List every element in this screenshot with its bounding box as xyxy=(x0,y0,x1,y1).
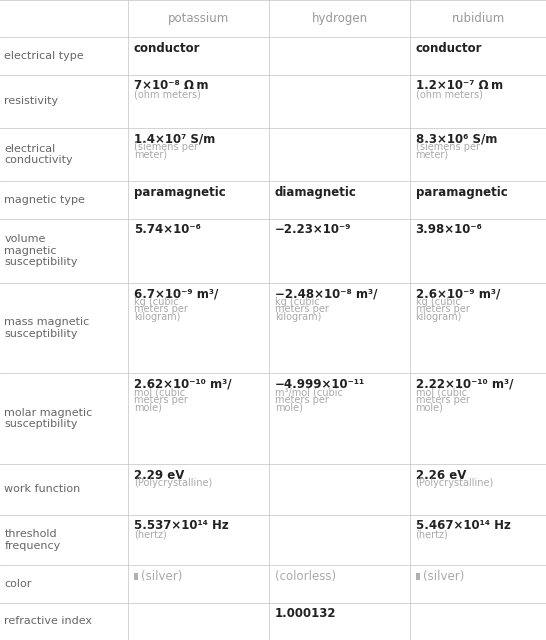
Text: 2.26 eV: 2.26 eV xyxy=(416,468,466,481)
Text: electrical type: electrical type xyxy=(4,51,84,61)
Bar xyxy=(134,573,138,580)
Text: (hertz): (hertz) xyxy=(134,529,167,539)
Text: paramagnetic: paramagnetic xyxy=(134,186,225,199)
Text: kilogram): kilogram) xyxy=(134,312,180,322)
Text: magnetic type: magnetic type xyxy=(4,195,85,205)
Text: −2.48×10⁻⁸ m³/: −2.48×10⁻⁸ m³/ xyxy=(275,287,377,300)
Text: (ohm meters): (ohm meters) xyxy=(134,89,200,99)
Text: 1.000132: 1.000132 xyxy=(275,607,336,620)
Text: 2.62×10⁻¹⁰ m³/: 2.62×10⁻¹⁰ m³/ xyxy=(134,378,232,391)
Text: mole): mole) xyxy=(416,403,443,412)
Text: (ohm meters): (ohm meters) xyxy=(416,89,482,99)
Text: electrical
conductivity: electrical conductivity xyxy=(4,144,73,166)
Text: threshold
frequency: threshold frequency xyxy=(4,529,61,551)
Text: 2.6×10⁻⁹ m³/: 2.6×10⁻⁹ m³/ xyxy=(416,287,500,300)
Text: meters per: meters per xyxy=(134,305,188,314)
Text: meters per: meters per xyxy=(275,395,329,405)
Text: work function: work function xyxy=(4,484,81,494)
Text: mole): mole) xyxy=(134,403,162,412)
Text: mol (cubic: mol (cubic xyxy=(134,388,185,397)
Text: volume
magnetic
susceptibility: volume magnetic susceptibility xyxy=(4,234,78,268)
Text: (siemens per: (siemens per xyxy=(134,142,198,152)
Text: mass magnetic
susceptibility: mass magnetic susceptibility xyxy=(4,317,90,339)
Text: (siemens per: (siemens per xyxy=(416,142,479,152)
Text: kg (cubic: kg (cubic xyxy=(275,297,319,307)
Text: color: color xyxy=(4,579,32,589)
Text: kg (cubic: kg (cubic xyxy=(416,297,460,307)
Text: 7×10⁻⁸ Ω m: 7×10⁻⁸ Ω m xyxy=(134,79,208,92)
Text: conductor: conductor xyxy=(416,42,482,55)
Text: 2.29 eV: 2.29 eV xyxy=(134,468,184,481)
Text: kg (cubic: kg (cubic xyxy=(134,297,179,307)
Text: meters per: meters per xyxy=(134,395,188,405)
Text: resistivity: resistivity xyxy=(4,97,58,106)
Text: 5.74×10⁻⁶: 5.74×10⁻⁶ xyxy=(134,223,200,236)
Text: conductor: conductor xyxy=(134,42,200,55)
Text: 5.537×10¹⁴ Hz: 5.537×10¹⁴ Hz xyxy=(134,519,229,532)
Text: meters per: meters per xyxy=(416,305,470,314)
Text: 8.3×10⁶ S/m: 8.3×10⁶ S/m xyxy=(416,132,497,145)
Text: mole): mole) xyxy=(275,403,302,412)
Text: meters per: meters per xyxy=(416,395,470,405)
Text: mol (cubic: mol (cubic xyxy=(416,388,467,397)
Text: refractive index: refractive index xyxy=(4,616,92,627)
Text: meter): meter) xyxy=(134,150,167,160)
Text: (colorless): (colorless) xyxy=(275,570,336,583)
Text: (Polycrystalline): (Polycrystalline) xyxy=(416,478,494,488)
Text: 2.22×10⁻¹⁰ m³/: 2.22×10⁻¹⁰ m³/ xyxy=(416,378,513,391)
Text: (silver): (silver) xyxy=(423,570,464,583)
Text: −4.999×10⁻¹¹: −4.999×10⁻¹¹ xyxy=(275,378,365,391)
Text: 5.467×10¹⁴ Hz: 5.467×10¹⁴ Hz xyxy=(416,519,511,532)
Bar xyxy=(416,573,420,580)
Text: 3.98×10⁻⁶: 3.98×10⁻⁶ xyxy=(416,223,482,236)
Text: meter): meter) xyxy=(416,150,449,160)
Text: paramagnetic: paramagnetic xyxy=(416,186,507,199)
Text: meters per: meters per xyxy=(275,305,329,314)
Text: 6.7×10⁻⁹ m³/: 6.7×10⁻⁹ m³/ xyxy=(134,287,218,300)
Text: kilogram): kilogram) xyxy=(275,312,321,322)
Text: molar magnetic
susceptibility: molar magnetic susceptibility xyxy=(4,408,93,429)
Text: (Polycrystalline): (Polycrystalline) xyxy=(134,478,212,488)
Text: diamagnetic: diamagnetic xyxy=(275,186,357,199)
Text: (silver): (silver) xyxy=(141,570,182,583)
Text: rubidium: rubidium xyxy=(452,12,505,25)
Text: hydrogen: hydrogen xyxy=(312,12,367,25)
Text: potassium: potassium xyxy=(168,12,229,25)
Text: 1.4×10⁷ S/m: 1.4×10⁷ S/m xyxy=(134,132,215,145)
Text: kilogram): kilogram) xyxy=(416,312,462,322)
Text: m³/mol (cubic: m³/mol (cubic xyxy=(275,388,342,397)
Text: (hertz): (hertz) xyxy=(416,529,448,539)
Text: −2.23×10⁻⁹: −2.23×10⁻⁹ xyxy=(275,223,351,236)
Text: 1.2×10⁻⁷ Ω m: 1.2×10⁻⁷ Ω m xyxy=(416,79,503,92)
